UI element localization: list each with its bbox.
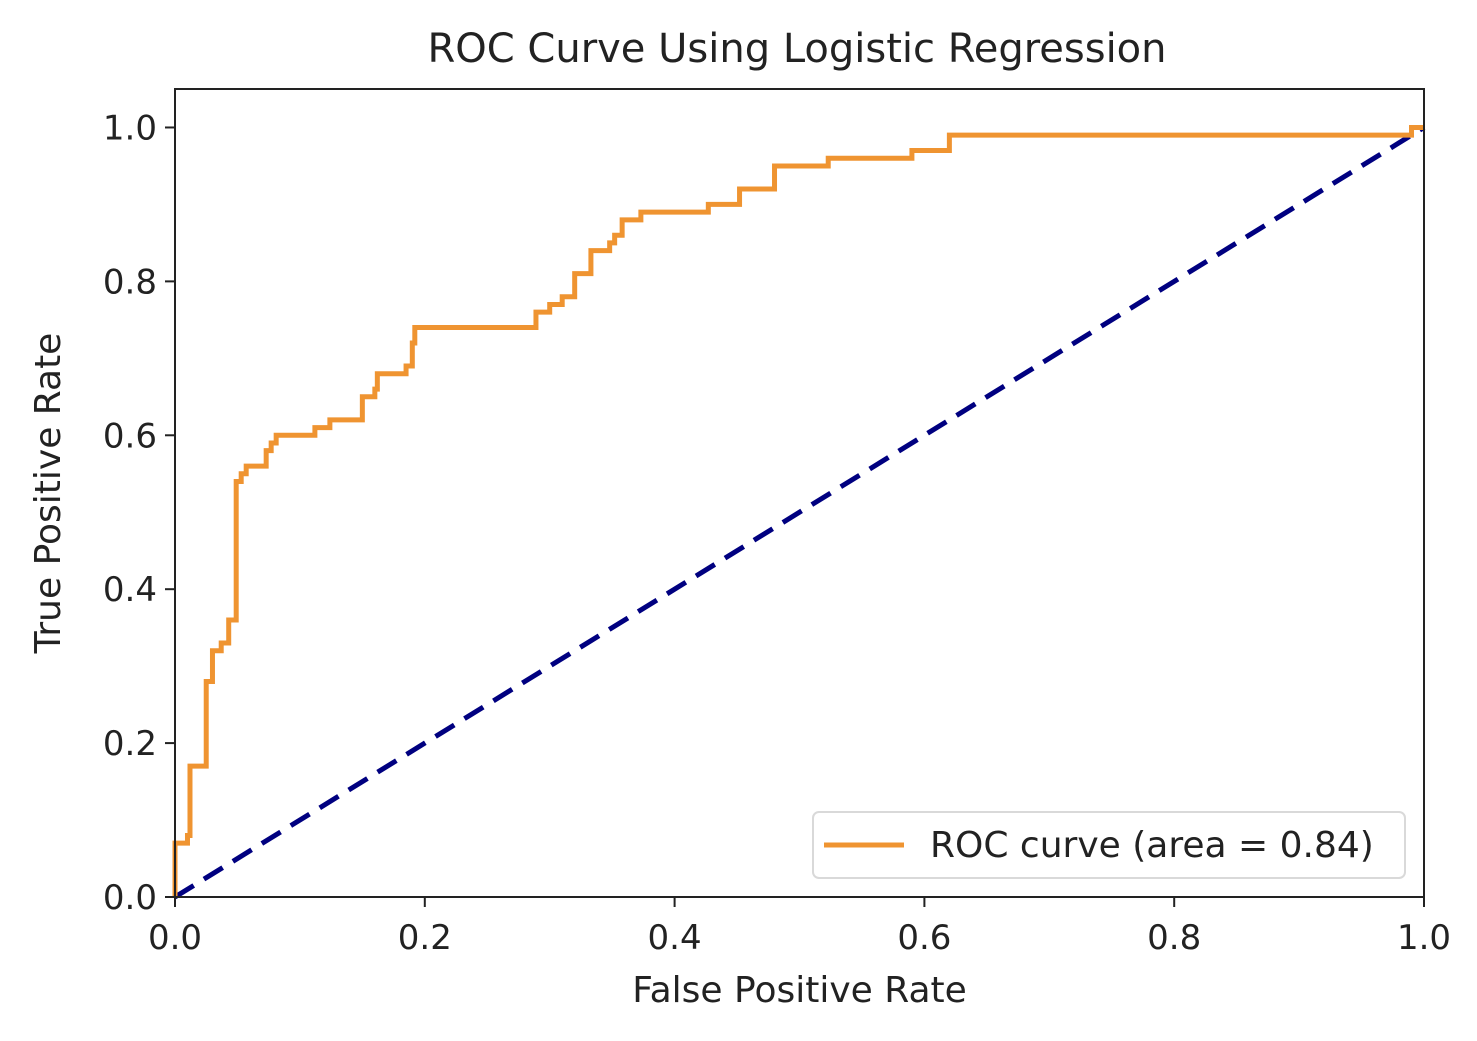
legend-label-roc: ROC curve (area = 0.84)	[930, 825, 1374, 866]
y-tick-label: 0.0	[103, 878, 157, 918]
roc-curve-line	[172, 124, 1424, 897]
x-axis-title: False Positive Rate	[632, 970, 967, 1011]
x-tick-label: 1.0	[1397, 918, 1451, 958]
y-axis-title: True Positive Rate	[28, 333, 69, 655]
y-tick-label: 0.4	[103, 570, 157, 610]
x-tick-label: 0.8	[1147, 918, 1201, 958]
x-tick-label: 0.0	[148, 918, 202, 958]
plot-frame	[174, 88, 1425, 898]
series-layer	[172, 124, 1426, 900]
y-tick-label: 0.8	[103, 262, 157, 302]
chart-title: ROC Curve Using Logistic Regression	[427, 26, 1166, 72]
y-tick-label: 1.0	[103, 108, 157, 148]
y-tick-label: 0.2	[103, 724, 157, 764]
x-tick-label: 0.6	[897, 918, 951, 958]
y-tick-label: 0.6	[103, 416, 157, 456]
legend: ROC curve (area = 0.84)	[812, 811, 1406, 879]
x-tick-label: 0.2	[398, 918, 452, 958]
x-tick-label: 0.4	[648, 918, 702, 958]
diagonal-reference-line	[173, 125, 1426, 900]
ticks-layer: 0.0 0.2 0.4 0.6 0.8 1.0 0.0 0.2 0.4 0.6 0.8 1.0	[103, 108, 1451, 958]
legend-box	[812, 811, 1406, 879]
